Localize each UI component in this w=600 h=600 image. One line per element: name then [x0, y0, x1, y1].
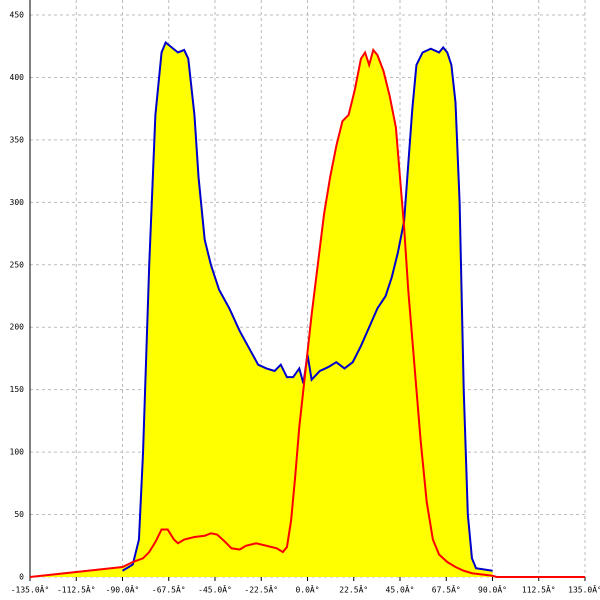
y-tick-label: 350 [10, 135, 25, 144]
x-tick-label: -112.5Â° [57, 584, 96, 595]
x-tick-label: -90.0Â° [106, 584, 140, 595]
line [29, 47, 585, 578]
x-tick-label: 67.5Â° [432, 584, 461, 595]
y-tick-label: 0 [19, 573, 24, 582]
y-tick-label: 400 [10, 73, 25, 82]
x-tick-label: -22.5Â° [244, 584, 278, 595]
x-tick-label: -45.0Â° [198, 584, 232, 595]
x-tick-label: 112.5Â° [522, 584, 556, 595]
y-tick-label: 150 [10, 385, 25, 394]
y-tick-label: 200 [10, 323, 25, 332]
x-tick-label: 45.0Â° [386, 584, 415, 595]
y-tick-label: 100 [10, 448, 25, 457]
y-tick-label: 50 [14, 510, 24, 519]
x-tick-label: 135.0Â° [568, 584, 600, 595]
x-tick-label: 22.5Â° [339, 584, 368, 595]
area-fill [30, 49, 585, 578]
y-tick-label: 300 [10, 198, 25, 207]
x-tick-label: -67.5Â° [152, 584, 186, 595]
x-tick-label: 90.0Â° [478, 584, 507, 595]
line [121, 40, 493, 572]
y-tick-label: 250 [10, 260, 25, 269]
x-tick-label: -135.0Â° [11, 584, 50, 595]
x-tick-label: 0.0Â° [295, 584, 319, 595]
y-tick-label: 450 [10, 11, 25, 20]
